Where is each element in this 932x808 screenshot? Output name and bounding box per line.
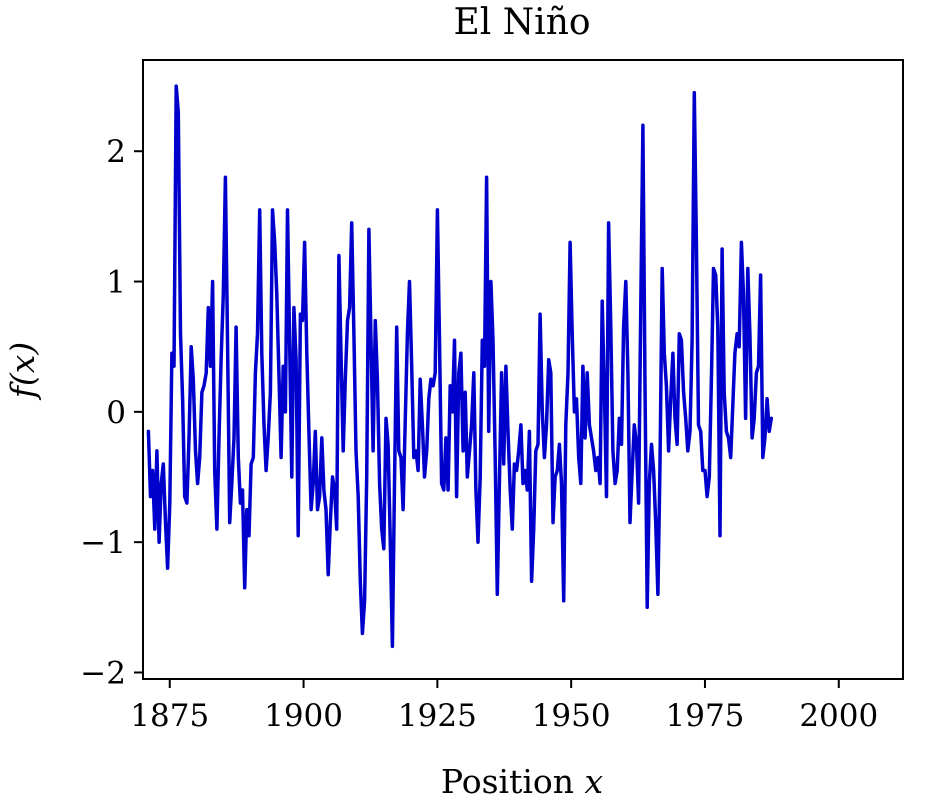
series-line-el-nino <box>146 84 774 649</box>
x-axis-label-text: Position <box>441 762 574 801</box>
x-tick-label: 2000 <box>799 698 878 734</box>
x-tick-label: 1875 <box>130 698 209 734</box>
y-tick-label: −2 <box>80 655 126 691</box>
y-tick-label: 0 <box>106 395 126 431</box>
plot-frame <box>142 59 904 680</box>
y-tick-label: 1 <box>106 265 126 301</box>
x-axis-label-variable: x <box>585 762 604 801</box>
x-tick-label: 1950 <box>532 698 611 734</box>
x-tick-label: 1975 <box>666 698 745 734</box>
y-axis-label: f(x) <box>3 342 42 402</box>
x-axis-label: Position x <box>441 762 604 801</box>
y-tick-label: 2 <box>106 134 126 170</box>
y-tick-label: −1 <box>80 525 126 561</box>
x-axis: 1875 1900 1925 1950 1975 2000 <box>130 679 878 734</box>
y-axis: 2 1 0 −1 −2 <box>80 134 143 691</box>
x-tick-label: 1900 <box>264 698 343 734</box>
x-tick-label: 1925 <box>398 698 477 734</box>
chart-title: El Niño <box>453 2 590 43</box>
